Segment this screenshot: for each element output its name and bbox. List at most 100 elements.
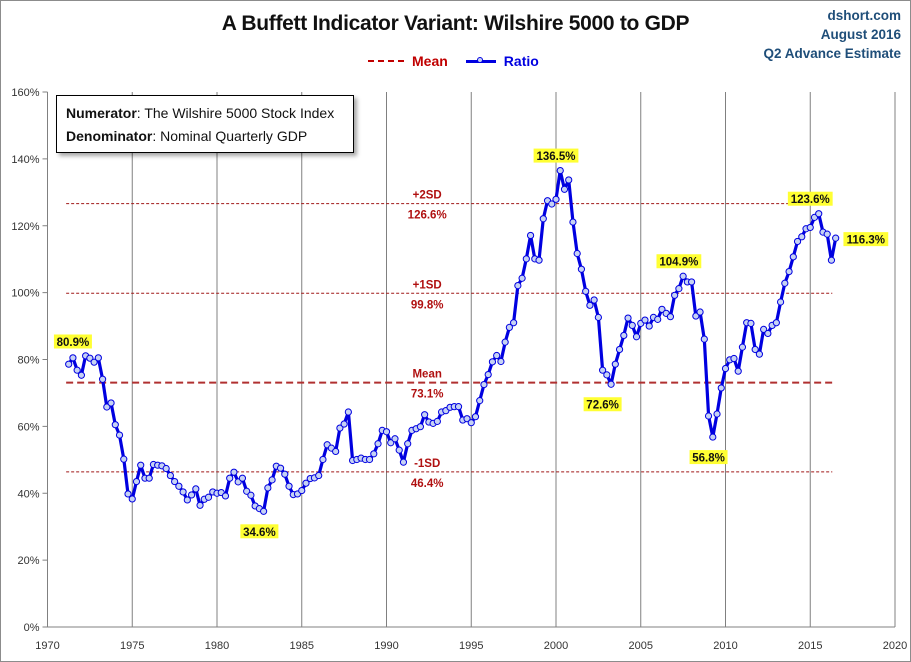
x-tick-label: 1995 [459,640,483,652]
legend-mean-swatch [368,60,404,62]
data-point [90,358,98,366]
data-point [204,493,213,501]
data-point [336,424,344,432]
data-point [658,305,666,313]
data-point [565,176,573,184]
refline-label-value: 126.6% [408,210,447,222]
data-point [285,482,293,490]
data-point [666,313,675,321]
data-point [315,471,323,480]
x-tick-label: 2005 [629,640,653,652]
data-point [145,474,153,482]
y-tick-label: 120% [11,221,39,233]
grid-layer [131,92,896,627]
data-point [226,474,234,482]
data-point [522,255,530,263]
data-point [65,360,73,368]
data-point [471,413,480,421]
data-point [620,331,628,340]
data-point [77,371,86,379]
data-point [162,464,170,473]
data-point [463,415,471,423]
data-point [823,230,831,238]
data-point [734,367,742,375]
refline-label-value: 99.8% [411,299,444,311]
data-point [268,476,276,484]
data-point [238,474,247,482]
data-point [539,215,547,223]
data-point [793,237,802,246]
data-point [611,360,619,368]
callout-box [583,397,622,412]
callout-box [533,148,579,163]
data-point [73,366,81,374]
data-point [654,315,662,323]
chart-title: A Buffett Indicator Variant: Wilshire 50… [221,12,690,35]
callout-label: 80.9% [57,337,90,349]
data-point [501,338,509,346]
data-point [166,471,174,480]
data-point [615,345,624,354]
callout-box [689,450,728,465]
data-point [370,450,378,458]
y-tick-label: 20% [17,555,39,567]
data-point [493,351,501,360]
data-point [467,419,475,427]
data-point [827,256,836,264]
data-point [192,485,200,493]
data-point [573,249,581,258]
callout-label: 104.9% [659,257,698,269]
data-point [679,272,687,280]
y-tick-label: 100% [11,288,39,300]
data-point [416,423,424,431]
data-point [692,312,700,320]
callouts-layer: 80.9% 34.6% 136.5% 72.6% 104.9% 56.8% 123.6% 11… [53,148,889,539]
callout-label: 136.5% [536,151,575,163]
numerator-label: Numerator [66,105,137,121]
data-point [276,464,285,472]
data-point [535,256,543,264]
data-point [560,185,569,193]
data-point [86,354,94,362]
data-point [815,210,823,218]
info-box: Numerator: The Wilshire 5000 Stock Index… [56,95,354,153]
data-point [505,323,513,331]
x-tick-label: 1990 [374,640,398,652]
refline-label-top: +1SD [413,279,442,291]
data-point [183,496,191,504]
refline-label-top: +2SD [413,190,442,202]
source-date: August 2016 [820,27,901,42]
data-point [69,354,77,362]
data-point [391,435,399,443]
data-point [607,380,615,388]
data-point [264,484,272,492]
data-point [772,319,780,327]
data-point [382,428,391,436]
legend-ratio-swatch [465,56,496,63]
data-point [641,316,649,324]
data-point [632,333,641,341]
data-point [344,408,352,416]
data-point [124,490,132,498]
x-tick-label: 2015 [798,640,822,652]
data-point [717,384,725,392]
y-tick-label: 140% [11,154,39,166]
x-tick-label: 1970 [35,640,59,652]
data-point [603,371,611,379]
data-point [721,364,730,373]
refline-label-top: -1SD [414,458,440,470]
data-point [480,380,488,389]
data-point [785,267,793,276]
source-site: dshort.com [827,8,901,23]
data-point [556,166,564,175]
data-point [738,343,747,351]
data-point [115,431,124,439]
data-point [781,279,789,287]
data-point [421,411,429,419]
data-point [675,285,683,293]
legend-ratio-label: Ratio [503,53,539,69]
data-point [671,291,679,299]
x-tick-label: 1980 [205,640,229,652]
data-point [747,319,755,327]
